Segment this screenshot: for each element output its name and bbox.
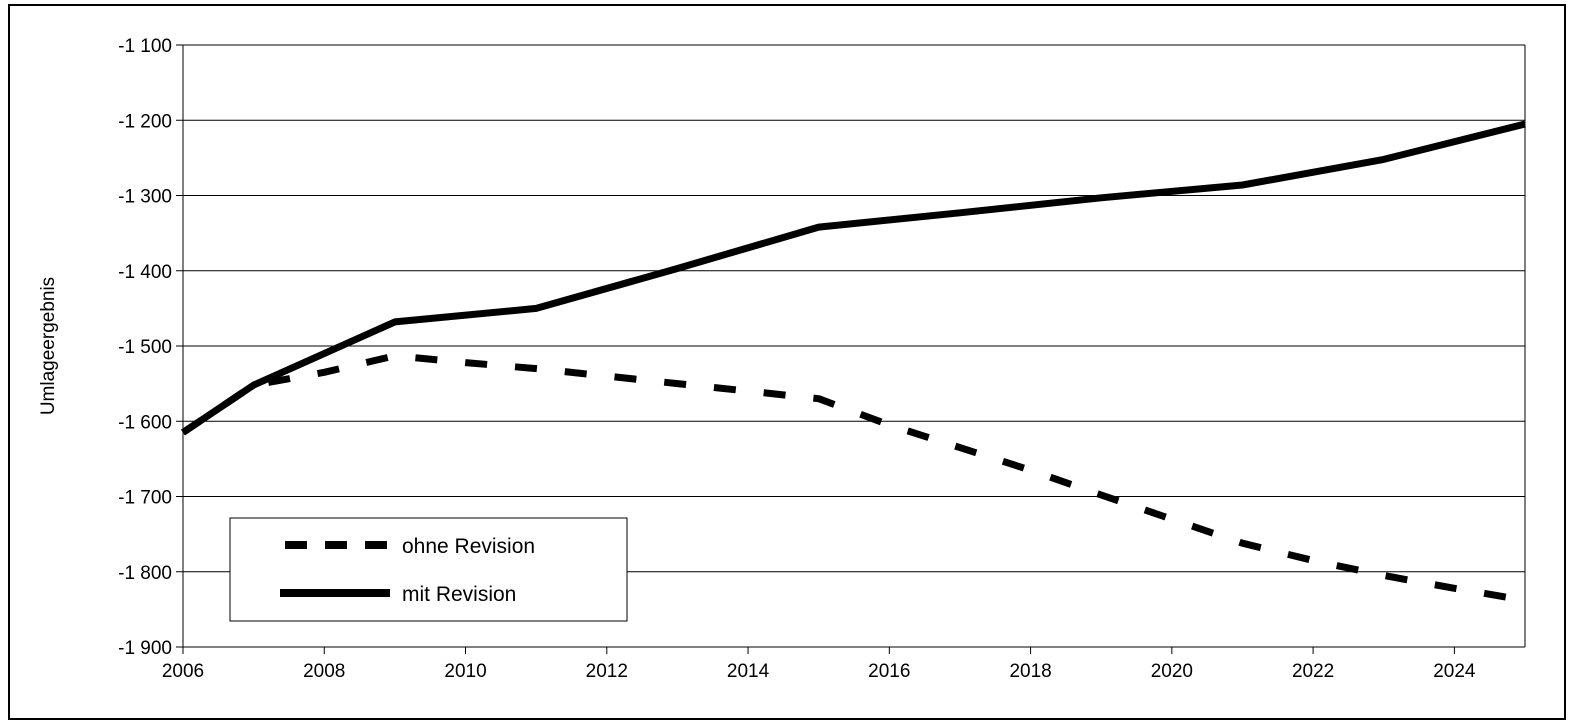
legend-label-mit-revision: mit Revision	[402, 583, 516, 606]
series-layer	[181, 120, 1526, 604]
legend: ohne Revision mit Revision	[229, 517, 628, 622]
y-tick-label-8: -1 900	[118, 638, 172, 659]
x-tick-label-9: 2024	[1433, 661, 1476, 682]
y-axis: -1 100 -1 200 -1 300 -1 400 -1 500 -1 600 -1 7…	[118, 36, 183, 659]
y-tick-label-0: -1 100	[118, 36, 172, 57]
y-tick-label-1: -1 200	[118, 111, 172, 132]
series-line-mit-revision	[181, 120, 1526, 436]
x-tick-label-5: 2016	[868, 661, 910, 682]
x-tick-label-3: 2012	[586, 661, 628, 682]
x-axis: 2006 2008 2010 2012 2014 2016 2018 2020 2022 2024	[162, 647, 1476, 682]
x-tick-label-2: 2010	[444, 661, 486, 682]
y-tick-label-3: -1 400	[118, 262, 172, 283]
y-tick-label-4: -1 500	[118, 337, 172, 358]
x-tick-label-8: 2022	[1292, 661, 1334, 682]
legend-label-ohne-revision: ohne Revision	[402, 535, 535, 558]
y-tick-label-6: -1 700	[118, 488, 172, 509]
y-axis-title: Umlageergebnis	[38, 277, 59, 415]
x-tick-label-6: 2018	[1009, 661, 1051, 682]
y-tick-label-2: -1 300	[118, 187, 172, 208]
legend-box	[229, 517, 628, 622]
x-tick-label-4: 2014	[727, 661, 770, 682]
y-tick-label-5: -1 600	[118, 412, 172, 433]
x-tick-label-0: 2006	[162, 661, 204, 682]
x-tick-label-7: 2020	[1151, 661, 1193, 682]
y-tick-label-7: -1 800	[118, 563, 172, 584]
series-line-ohne-revision	[181, 352, 1526, 604]
x-tick-label-1: 2008	[303, 661, 345, 682]
